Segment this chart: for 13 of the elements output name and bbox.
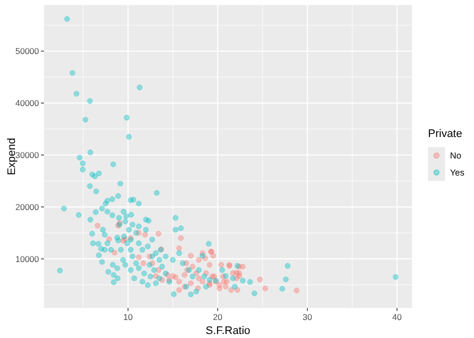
legend-title: Private: [428, 128, 462, 140]
legend-label: No: [450, 150, 462, 161]
y-tick-label: 40000: [15, 98, 40, 108]
legend-label: Yes: [450, 168, 465, 178]
x-tick-label: 10: [123, 312, 134, 322]
y-tick-label: 30000: [15, 150, 40, 160]
x-tick-label: 30: [302, 312, 312, 322]
x-axis-title: S.F.Ratio: [206, 325, 250, 337]
x-tick-label: 20: [212, 312, 223, 322]
y-tick-label: 20000: [15, 202, 40, 212]
x-tick-label: 40: [392, 312, 402, 322]
y-tick-label: 10000: [15, 254, 40, 264]
y-tick-label: 50000: [15, 46, 40, 56]
